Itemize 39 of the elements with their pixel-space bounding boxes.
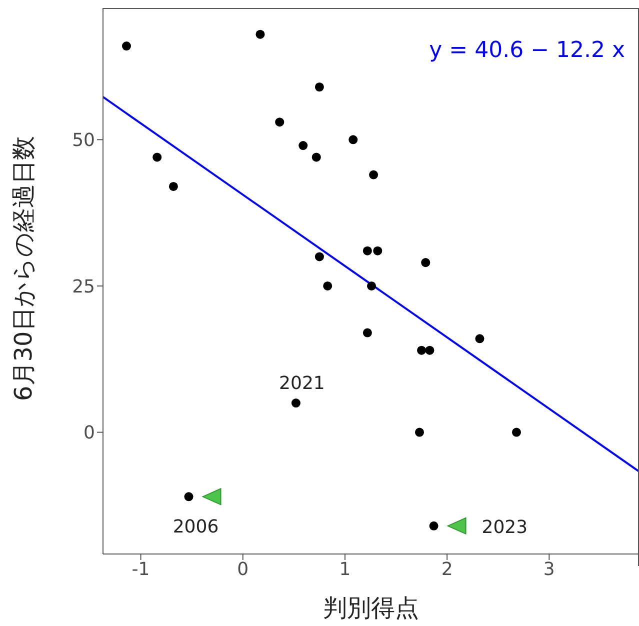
point bbox=[373, 246, 382, 256]
point bbox=[348, 135, 358, 144]
x-tick-label: 3 bbox=[543, 558, 555, 580]
y-tick-label: 0 bbox=[84, 422, 95, 444]
x-tick-label: -1 bbox=[132, 558, 150, 580]
point bbox=[417, 346, 426, 355]
point bbox=[475, 334, 484, 344]
annotation: y = 40.6 − 12.2 x bbox=[429, 38, 625, 63]
annotation: 2006 bbox=[172, 516, 219, 538]
point bbox=[425, 346, 434, 355]
x-tick-label: 1 bbox=[339, 558, 351, 580]
point bbox=[184, 492, 194, 502]
point bbox=[414, 428, 424, 437]
point bbox=[421, 258, 430, 268]
point bbox=[362, 328, 372, 338]
annotation: 2021 bbox=[279, 373, 325, 394]
point bbox=[429, 521, 438, 530]
point bbox=[362, 246, 372, 256]
point bbox=[298, 141, 308, 150]
y-tick-label: 25 bbox=[72, 276, 95, 298]
point bbox=[314, 82, 324, 92]
y-axis-title: 6月30日からの経過日数 bbox=[10, 136, 38, 401]
point bbox=[314, 252, 324, 262]
x-axis-title: 判別得点 bbox=[323, 594, 419, 622]
point bbox=[256, 30, 265, 39]
point bbox=[323, 281, 332, 290]
point bbox=[369, 170, 378, 180]
point bbox=[122, 42, 131, 51]
point bbox=[275, 118, 284, 127]
x-tick-label: 2 bbox=[441, 558, 453, 580]
point bbox=[366, 281, 376, 290]
point bbox=[152, 152, 162, 162]
annotation: 2023 bbox=[482, 516, 528, 538]
point bbox=[291, 398, 300, 408]
x-tick-label: 0 bbox=[237, 558, 249, 580]
y-tick-label: 50 bbox=[72, 130, 95, 152]
point bbox=[312, 152, 321, 162]
point bbox=[512, 428, 521, 437]
point bbox=[168, 182, 178, 191]
